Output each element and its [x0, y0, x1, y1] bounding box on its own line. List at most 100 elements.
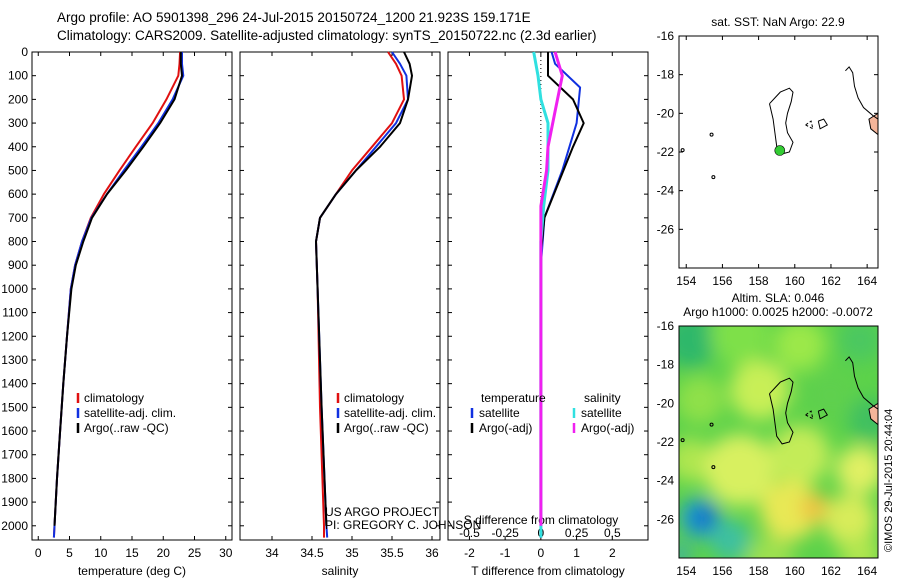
sal-series-line — [315, 51, 409, 538]
diff-legend-title-temp: temperature — [481, 391, 546, 405]
sal-series-line — [315, 51, 405, 538]
diff-S-tick-label: 0.25 — [565, 526, 589, 540]
sla-map-ytick-label: -26 — [657, 512, 675, 526]
sal-panel-frame — [239, 51, 441, 541]
coastline — [817, 118, 829, 130]
sst-map-ytick-label: -22 — [657, 145, 675, 159]
sla-map-ytick-label: -20 — [657, 396, 675, 410]
sst-map-title: sat. SST: NaN Argo: 22.9 — [711, 15, 845, 29]
sla-map-xtick-label: 164 — [857, 564, 877, 578]
depth-tick-label: 300 — [8, 116, 28, 130]
sla-map-ytick-label: -18 — [657, 358, 675, 372]
temp-xtick-label: 5 — [66, 546, 73, 560]
coastline — [805, 410, 814, 420]
credit-line-2: PI: GREGORY C. JOHNSON — [325, 518, 481, 532]
temp-xtick-label: 0 — [35, 546, 42, 560]
temp-xtick-label: 20 — [157, 546, 171, 560]
sst-map-xtick-label: 164 — [857, 274, 877, 288]
sst-map-ytick-label: -18 — [657, 68, 675, 82]
diff-T-xtick-label: 1 — [573, 546, 580, 560]
sla-blob — [838, 326, 878, 362]
sla-map-ytick-label: -16 — [657, 319, 675, 333]
header-line-1: Argo profile: AO 5901398_296 24-Jul-2015… — [57, 10, 531, 25]
depth-tick-label: 1100 — [2, 306, 28, 320]
diff-legend-label: Argo(-adj) — [581, 421, 634, 435]
depth-tick-label: 200 — [8, 92, 28, 106]
sst-map-xtick-label: 160 — [785, 274, 805, 288]
argo-float-marker — [774, 145, 786, 156]
diff-S-tick-label: -0.25 — [491, 526, 519, 540]
sla-blob — [679, 376, 724, 424]
depth-tick-label: 1700 — [1, 448, 28, 462]
depth-tick-label: 1500 — [1, 400, 28, 414]
reef-outline — [680, 148, 685, 153]
sla-map-xtick-label: 162 — [821, 564, 841, 578]
sla-blob — [770, 425, 830, 485]
sla-map-xtick-label: 154 — [676, 564, 696, 578]
sst-map-ytick-label: -16 — [657, 29, 675, 43]
depth-tick-label: 1400 — [1, 377, 28, 391]
sla-map-xtick-label: 156 — [712, 564, 732, 578]
depth-tick-label: 100 — [8, 69, 28, 83]
depth-tick-label: 900 — [8, 258, 28, 272]
reef-outline — [711, 465, 716, 470]
sla-blob — [695, 508, 715, 528]
diff-legend-label: satellite — [479, 406, 520, 420]
coastline — [769, 87, 794, 155]
temp-series-line — [52, 52, 185, 538]
depth-tick-label: 500 — [8, 163, 28, 177]
sla-blob — [710, 326, 770, 365]
reef-outline — [709, 422, 714, 427]
temp-series-line — [53, 52, 183, 526]
sal-xtick-label: 34.5 — [300, 546, 324, 560]
reef-outline — [680, 438, 685, 443]
diff-S-tick-label: -0.5 — [459, 526, 480, 540]
depth-tick-label: 800 — [8, 235, 28, 249]
sal-legend-label: satellite-adj. clim. — [344, 406, 436, 420]
sla-blob — [805, 370, 855, 420]
temp-legend-label: climatology — [84, 391, 144, 405]
depth-tick-label: 1000 — [1, 282, 28, 296]
sal-legend-label: Argo(..raw -QC) — [344, 421, 429, 435]
sla-blob — [746, 536, 794, 558]
sla-map-xtick-label: 158 — [749, 564, 769, 578]
sla-blob — [774, 326, 826, 371]
temp-xtick-label: 25 — [188, 546, 202, 560]
sst-map-xtick-label: 154 — [676, 274, 696, 288]
sal-series-line — [315, 51, 413, 526]
land-patch — [868, 402, 878, 426]
depth-tick-label: 400 — [8, 140, 28, 154]
credit-line-1: US ARGO PROJECT — [325, 505, 440, 519]
depth-tick-label: 1300 — [1, 353, 28, 367]
sla-map-ytick-label: -22 — [657, 435, 675, 449]
diff-series-line — [539, 51, 564, 526]
sla-blob — [836, 446, 878, 494]
diff-T-xtick-label: -2 — [464, 546, 475, 560]
sla-map-title-1: Altim. SLA: 0.046 — [732, 291, 825, 305]
depth-tick-label: 1600 — [1, 424, 28, 438]
land-patch — [868, 112, 878, 136]
sst-map-xtick-label: 162 — [821, 274, 841, 288]
diff-T-xlabel: T difference from climatology — [471, 564, 625, 578]
diff-legend-label: Argo(-adj) — [479, 421, 532, 435]
reef-outline — [711, 175, 716, 180]
sal-legend-label: climatology — [344, 391, 404, 405]
sst-map-xtick-label: 156 — [712, 274, 732, 288]
diff-T-xtick-label: -1 — [500, 546, 511, 560]
diff-T-xtick-label: 0 — [538, 546, 545, 560]
temp-xtick-label: 10 — [94, 546, 108, 560]
sla-blob — [824, 494, 876, 546]
depth-tick-label: 1200 — [1, 329, 28, 343]
depth-tick-label: 700 — [8, 211, 28, 225]
temp-series-line — [52, 51, 182, 538]
temp-panel-frame — [31, 51, 233, 541]
depth-tick-label: 2000 — [1, 519, 28, 533]
depth-tick-label: 1800 — [1, 471, 28, 485]
coastline — [817, 408, 829, 420]
header-line-2: Climatology: CARS2009. Satellite-adjuste… — [57, 28, 597, 43]
sal-xlabel: salinity — [322, 564, 359, 578]
imos-watermark: ©IMOS 29-Jul-2015 20:44:04 — [883, 409, 895, 552]
sla-map-frame — [678, 325, 879, 559]
depth-tick-label: 0 — [21, 45, 28, 59]
